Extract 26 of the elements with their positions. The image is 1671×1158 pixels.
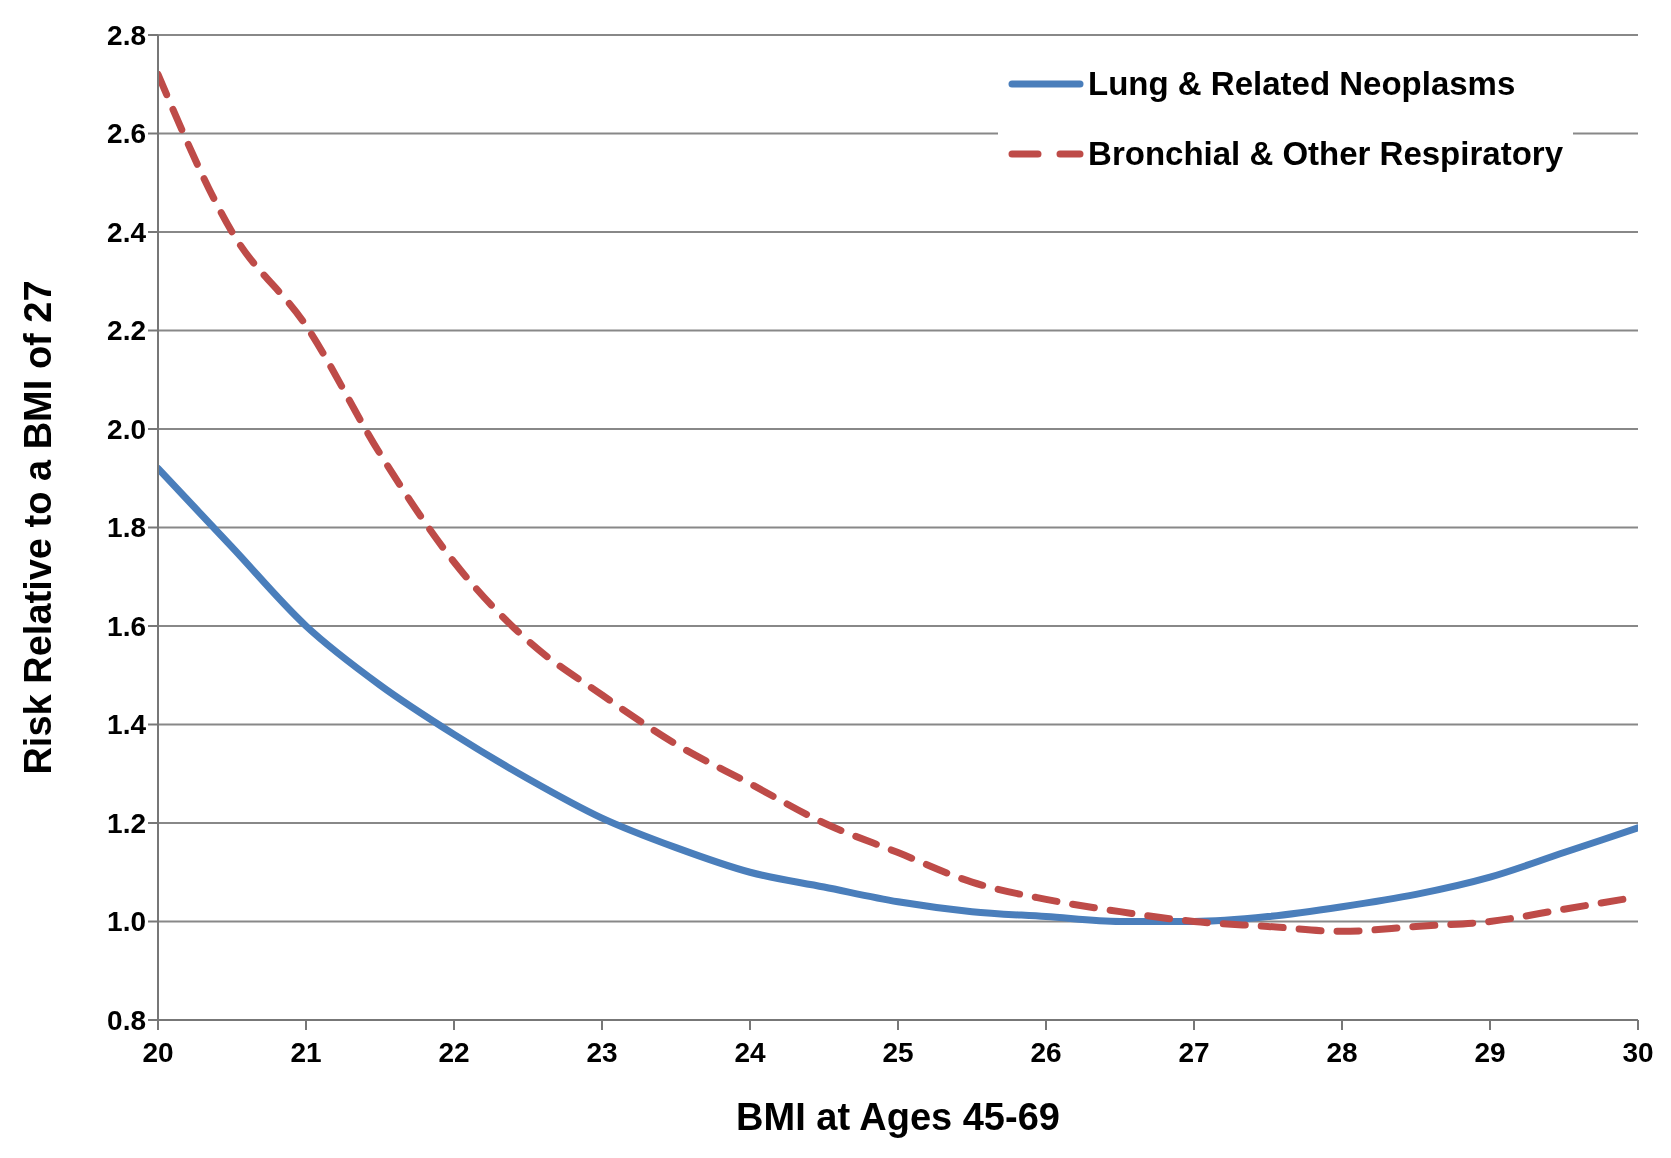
- x-tick-label: 23: [586, 1036, 618, 1068]
- x-tick-label: 28: [1326, 1036, 1358, 1068]
- x-tick-label: 20: [142, 1036, 174, 1068]
- legend-label: Bronchial & Other Respiratory: [1088, 135, 1563, 173]
- x-axis-title: BMI at Ages 45-69: [736, 1096, 1060, 1138]
- x-tick-label: 26: [1030, 1036, 1062, 1068]
- y-tick-label: 0.8: [107, 1004, 146, 1036]
- x-tick-label: 29: [1474, 1036, 1506, 1068]
- y-tick-label: 1.8: [107, 512, 146, 544]
- y-tick-label: 2.0: [107, 413, 146, 445]
- y-tick-label: 1.6: [107, 610, 146, 642]
- x-tick-label: 27: [1178, 1036, 1210, 1068]
- legend-label: Lung & Related Neoplasms: [1088, 65, 1516, 103]
- y-tick-label: 1.2: [107, 807, 146, 839]
- y-tick-label: 1.4: [107, 709, 147, 741]
- y-tick-label: 2.8: [107, 19, 146, 51]
- x-tick-label: 30: [1622, 1036, 1654, 1068]
- y-tick-label: 2.6: [107, 118, 146, 150]
- x-tick-label: 22: [438, 1036, 470, 1068]
- x-tick-label: 25: [882, 1036, 914, 1068]
- x-tick-label: 21: [290, 1036, 322, 1068]
- y-tick-label: 2.4: [107, 216, 147, 248]
- y-tick-label: 2.2: [107, 315, 146, 347]
- y-axis-title: Risk Relative to a BMI of 27: [17, 280, 60, 775]
- x-tick-label: 24: [734, 1036, 766, 1068]
- y-tick-label: 1.0: [107, 906, 146, 938]
